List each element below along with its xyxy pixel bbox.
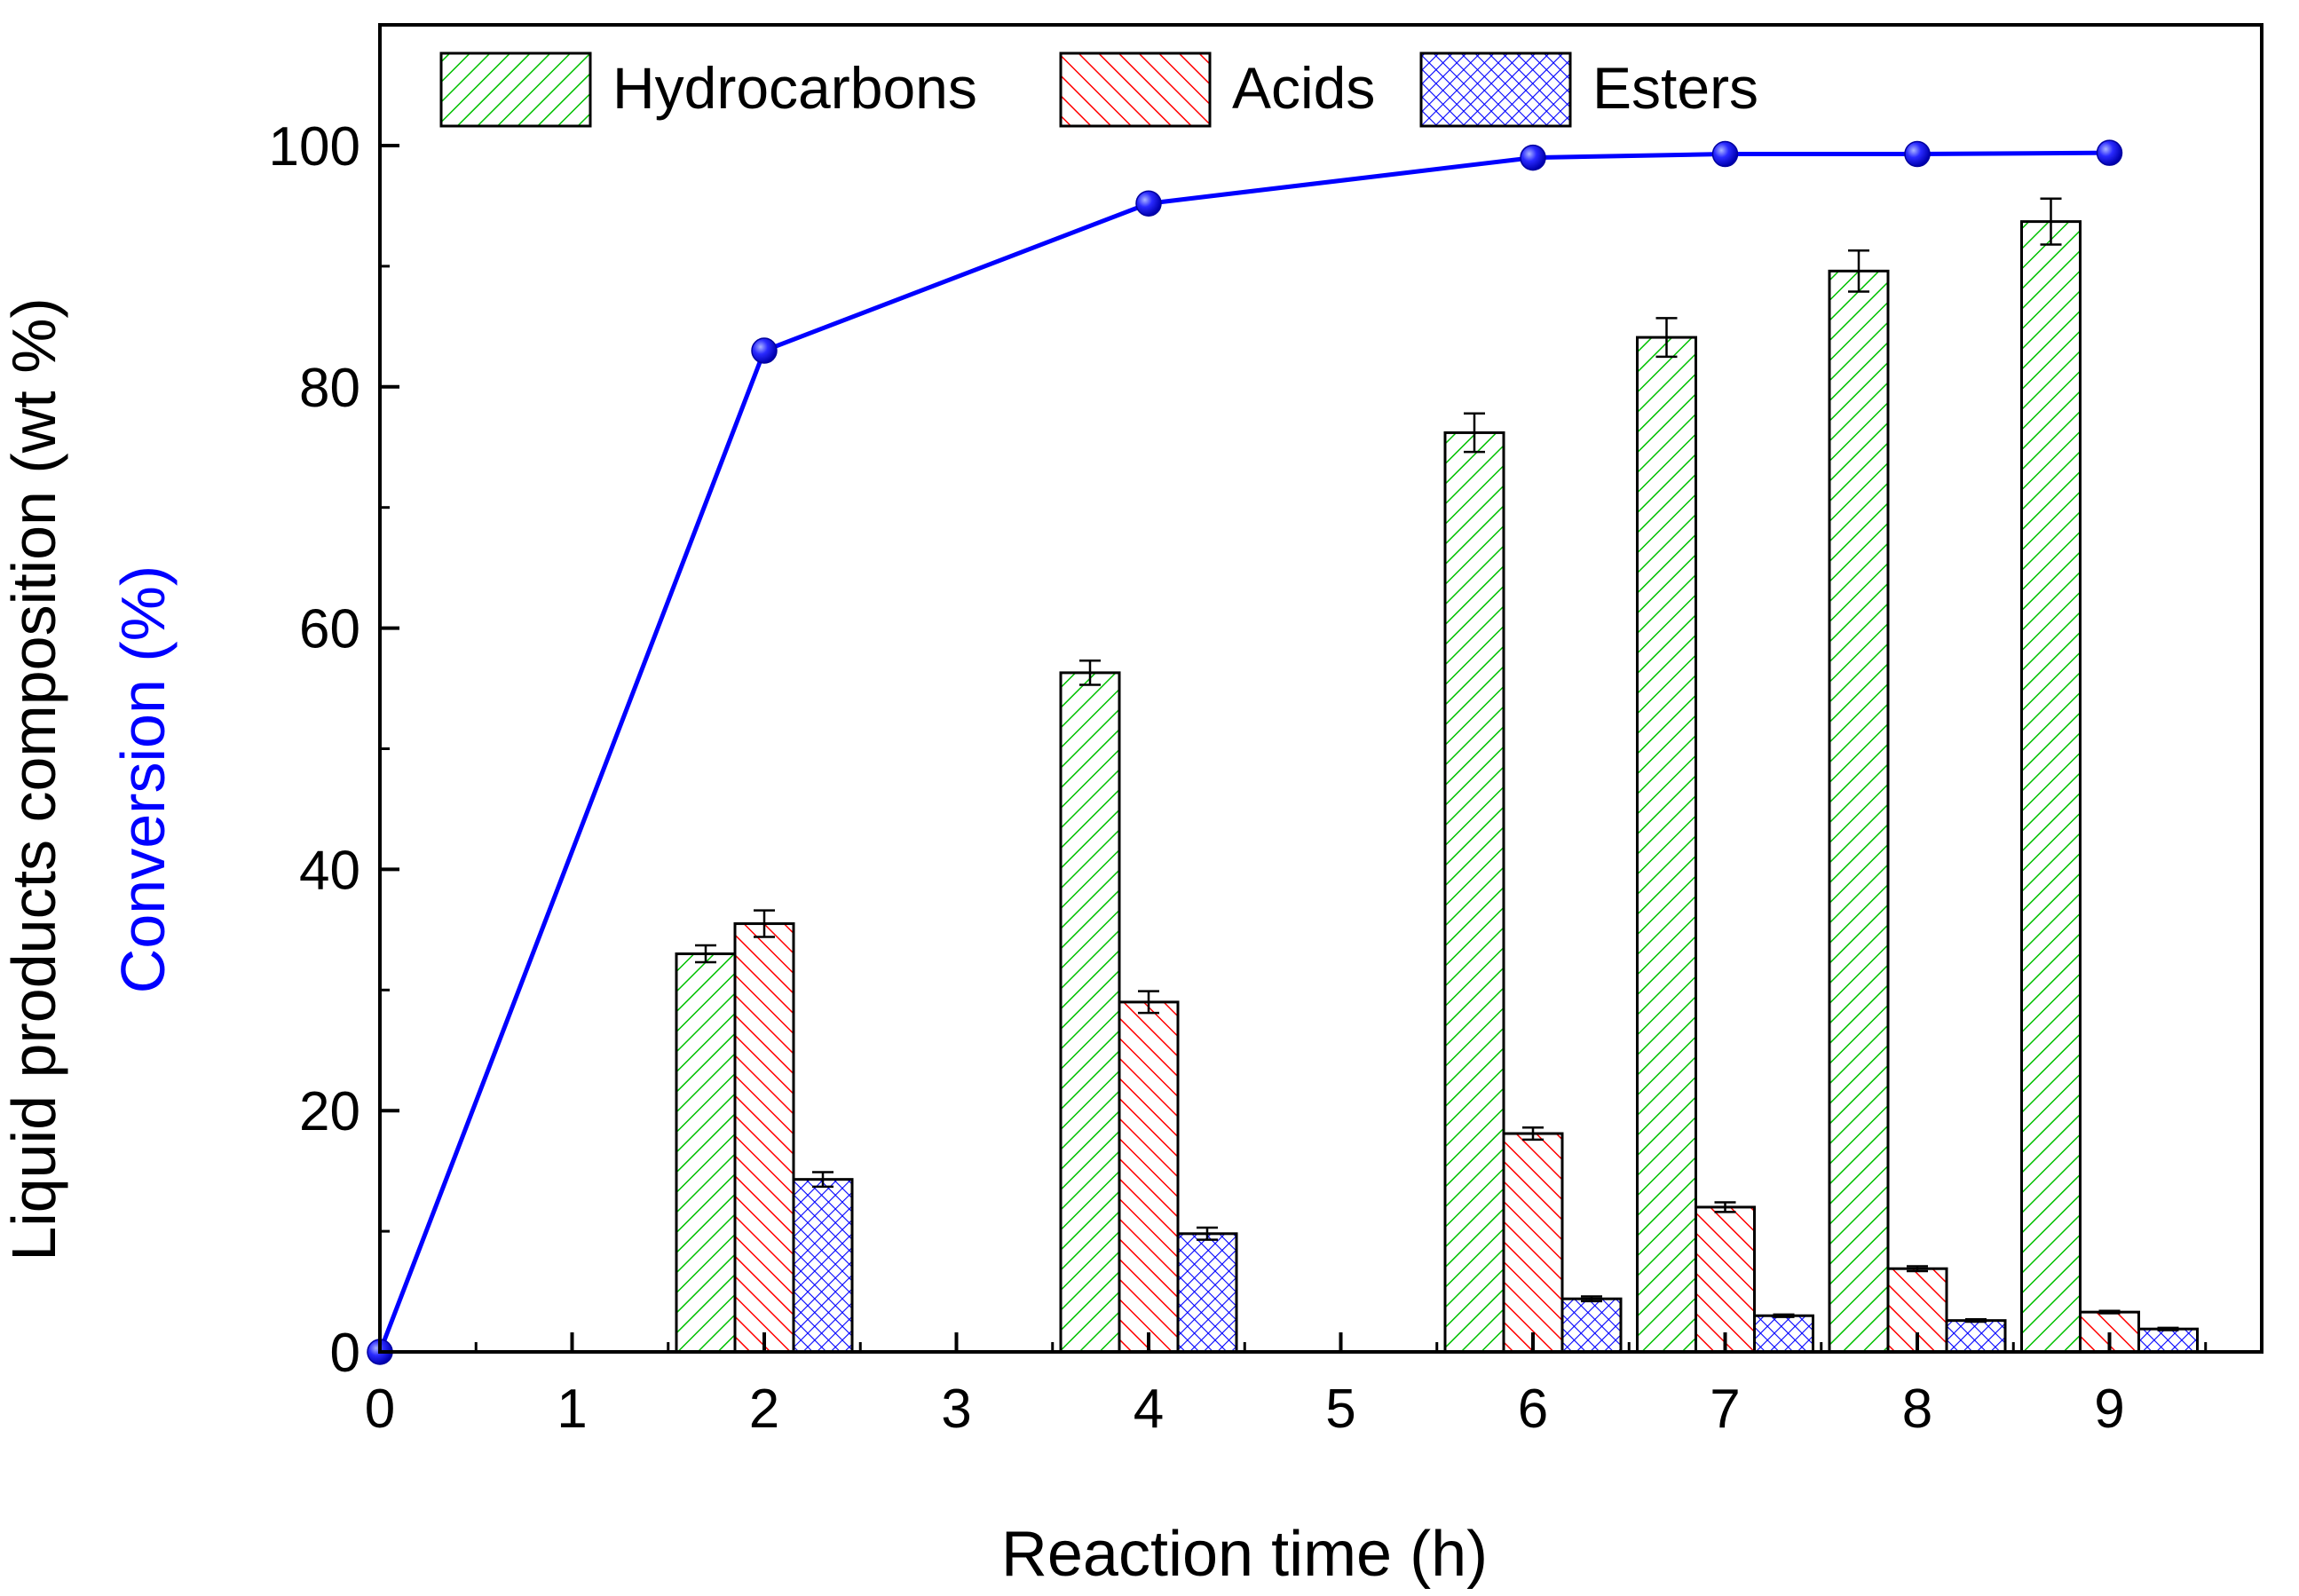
bar-esters-8h (1945, 1319, 2007, 1354)
y-tick-label-20: 20 (299, 1081, 360, 1142)
conversion-point-2h (751, 337, 778, 364)
bar-acids-6h (1502, 1132, 1564, 1354)
legend-swatch-hydrocarbons (439, 51, 592, 128)
y-axis-label: Liquid products composition (wt %) (0, 297, 68, 1260)
bar-esters-9h (2137, 1327, 2199, 1354)
legend-label-esters: Esters (1592, 55, 1758, 121)
conversion-point-8h (1904, 140, 1931, 168)
bar-hydrocarbons-7h (1636, 336, 1697, 1354)
y-tick-label-80: 80 (299, 358, 360, 419)
plot-frame (378, 23, 2263, 1354)
y-tick-label-100: 100 (269, 116, 360, 178)
y-tick-label-40: 40 (299, 840, 360, 901)
x-tick-label-4: 4 (1134, 1379, 1164, 1440)
x-tick-label-1: 1 (557, 1379, 587, 1440)
bar-esters-6h (1560, 1297, 1623, 1354)
bar-esters-7h (1753, 1314, 1814, 1354)
bar-acids-7h (1695, 1205, 1756, 1354)
y-tick-label-60: 60 (299, 599, 360, 660)
x-tick-label-9: 9 (2094, 1379, 2124, 1440)
conversion-point-7h (1711, 140, 1739, 168)
bar-acids-4h (1118, 1000, 1180, 1354)
x-tick-label-5: 5 (1325, 1379, 1355, 1440)
bar-hydrocarbons-8h (1828, 269, 1890, 1354)
y-tick-label-0: 0 (330, 1323, 360, 1384)
x-tick-label-0: 0 (365, 1379, 395, 1440)
legend-swatch-esters (1419, 51, 1572, 128)
x-axis-label: Reaction time (h) (1001, 1519, 1488, 1590)
conversion-point-4h (1135, 190, 1162, 217)
plot-area (380, 25, 2262, 1352)
x-tick-label-3: 3 (941, 1379, 971, 1440)
x-tick-label-2: 2 (749, 1379, 779, 1440)
bar-esters-2h (792, 1178, 854, 1354)
x-tick-label-6: 6 (1518, 1379, 1548, 1440)
bar-esters-4h (1176, 1232, 1238, 1354)
bar-acids-2h (733, 922, 795, 1354)
plot-background (380, 25, 2262, 1352)
axes-layer: 0 1 2 3 4 5 6 7 8 9 0 20 40 60 80 100 (269, 23, 2263, 1440)
bar-hydrocarbons-4h (1059, 671, 1121, 1354)
legend-label-acids: Acids (1232, 55, 1375, 121)
legend-swatch-acids (1059, 51, 1212, 128)
x-tick-label-8: 8 (1902, 1379, 1932, 1440)
bar-hydrocarbons-9h (2020, 220, 2082, 1354)
conversion-point-6h (1520, 144, 1546, 171)
legend-label-hydrocarbons: Hydrocarbons (612, 55, 977, 121)
bar-hydrocarbons-2h (675, 952, 737, 1354)
y-axis-label-composition: Liquid products composition (wt %) (0, 297, 68, 1260)
bars-layer (675, 197, 2199, 1354)
conversion-point-9h (2096, 139, 2123, 166)
y-axis-label-conversion: Conversion (%) (108, 565, 178, 993)
x-tick-label-7: 7 (1710, 1379, 1740, 1440)
bar-hydrocarbons-6h (1443, 431, 1505, 1354)
conversion-line-layer (367, 139, 2123, 1365)
legend: Hydrocarbons Acids Esters (439, 51, 1758, 128)
